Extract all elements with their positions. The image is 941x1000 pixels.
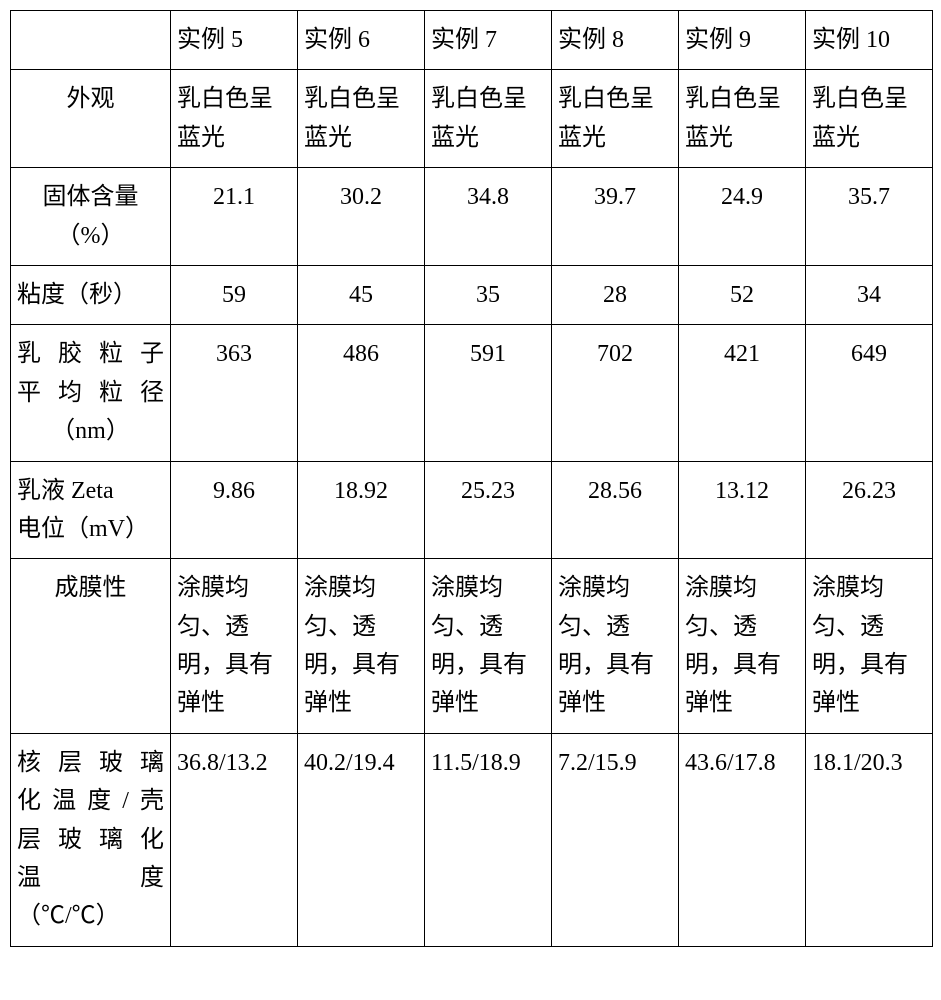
header-col-1: 实例 5 — [171, 11, 298, 70]
value-cell: 乳白色呈蓝光 — [425, 70, 552, 168]
value-cell: 52 — [679, 265, 806, 324]
value-cell: 涂膜均匀、透明，具有弹性 — [552, 559, 679, 734]
value-cell: 486 — [298, 325, 425, 461]
value-cell: 9.86 — [171, 461, 298, 559]
value-cell: 702 — [552, 325, 679, 461]
table-container: 实例 5 实例 6 实例 7 实例 8 实例 9 实例 10 外观 乳白色呈蓝光… — [10, 10, 931, 947]
header-col-2: 实例 6 — [298, 11, 425, 70]
value-cell: 乳白色呈蓝光 — [171, 70, 298, 168]
prop-label: 乳胶粒子 — [17, 335, 164, 373]
value-cell: 24.9 — [679, 168, 806, 266]
value-cell: 11.5/18.9 — [425, 733, 552, 946]
table-row: 成膜性 涂膜均匀、透明，具有弹性 涂膜均匀、透明，具有弹性 涂膜均匀、透明，具有… — [11, 559, 933, 734]
table-row: 乳液 Zeta 电位（mV） 9.86 18.92 25.23 28.56 13… — [11, 461, 933, 559]
table-row: 固体含量 （%） 21.1 30.2 34.8 39.7 24.9 35.7 — [11, 168, 933, 266]
value-cell: 18.92 — [298, 461, 425, 559]
value-cell: 26.23 — [806, 461, 933, 559]
prop-solid-content: 固体含量 （%） — [11, 168, 171, 266]
value-cell: 35.7 — [806, 168, 933, 266]
prop-label: 电位（mV） — [17, 510, 164, 548]
header-col-5: 实例 9 — [679, 11, 806, 70]
value-cell: 涂膜均匀、透明，具有弹性 — [298, 559, 425, 734]
value-cell: 涂膜均匀、透明，具有弹性 — [425, 559, 552, 734]
value-cell: 涂膜均匀、透明，具有弹性 — [806, 559, 933, 734]
prop-unit: （%） — [17, 217, 164, 255]
value-cell: 18.1/20.3 — [806, 733, 933, 946]
value-cell: 421 — [679, 325, 806, 461]
value-cell: 43.6/17.8 — [679, 733, 806, 946]
prop-zeta-potential: 乳液 Zeta 电位（mV） — [11, 461, 171, 559]
header-blank — [11, 11, 171, 70]
value-cell: 28.56 — [552, 461, 679, 559]
prop-tg-temperatures: 核层玻璃 化温度/壳 层玻璃化 温 度 （℃/℃） — [11, 733, 171, 946]
table-row: 核层玻璃 化温度/壳 层玻璃化 温 度 （℃/℃） 36.8/13.2 40.2… — [11, 733, 933, 946]
prop-label: 固体含量 — [17, 178, 164, 216]
value-cell: 25.23 — [425, 461, 552, 559]
prop-unit: （℃/℃） — [17, 897, 164, 935]
value-cell: 21.1 — [171, 168, 298, 266]
table-row: 粘度（秒） 59 45 35 28 52 34 — [11, 265, 933, 324]
value-cell: 乳白色呈蓝光 — [679, 70, 806, 168]
value-cell: 363 — [171, 325, 298, 461]
value-cell: 34.8 — [425, 168, 552, 266]
header-col-3: 实例 7 — [425, 11, 552, 70]
value-cell: 649 — [806, 325, 933, 461]
prop-film-forming: 成膜性 — [11, 559, 171, 734]
value-cell: 36.8/13.2 — [171, 733, 298, 946]
prop-unit: （nm） — [17, 412, 164, 450]
value-cell: 45 — [298, 265, 425, 324]
prop-viscosity: 粘度（秒） — [11, 265, 171, 324]
prop-label: 温 度 — [17, 859, 164, 897]
value-cell: 13.12 — [679, 461, 806, 559]
prop-label: 核层玻璃 — [17, 744, 164, 782]
prop-label: 化温度/壳 — [17, 782, 164, 820]
value-cell: 乳白色呈蓝光 — [552, 70, 679, 168]
value-cell: 34 — [806, 265, 933, 324]
value-cell: 7.2/15.9 — [552, 733, 679, 946]
value-cell: 591 — [425, 325, 552, 461]
prop-label-part: 温 — [17, 859, 41, 897]
header-row: 实例 5 实例 6 实例 7 实例 8 实例 9 实例 10 — [11, 11, 933, 70]
value-cell: 40.2/19.4 — [298, 733, 425, 946]
table-row: 乳胶粒子 平均粒径 （nm） 363 486 591 702 421 649 — [11, 325, 933, 461]
prop-label: 层玻璃化 — [17, 821, 164, 859]
value-cell: 涂膜均匀、透明，具有弹性 — [679, 559, 806, 734]
prop-appearance: 外观 — [11, 70, 171, 168]
value-cell: 35 — [425, 265, 552, 324]
value-cell: 乳白色呈蓝光 — [806, 70, 933, 168]
prop-particle-size: 乳胶粒子 平均粒径 （nm） — [11, 325, 171, 461]
header-col-4: 实例 8 — [552, 11, 679, 70]
data-table: 实例 5 实例 6 实例 7 实例 8 实例 9 实例 10 外观 乳白色呈蓝光… — [10, 10, 933, 947]
prop-label: 乳液 Zeta — [17, 472, 164, 510]
prop-label: 平均粒径 — [17, 374, 164, 412]
value-cell: 涂膜均匀、透明，具有弹性 — [171, 559, 298, 734]
table-row: 外观 乳白色呈蓝光 乳白色呈蓝光 乳白色呈蓝光 乳白色呈蓝光 乳白色呈蓝光 乳白… — [11, 70, 933, 168]
prop-label-part: 度 — [140, 859, 164, 897]
value-cell: 39.7 — [552, 168, 679, 266]
value-cell: 乳白色呈蓝光 — [298, 70, 425, 168]
value-cell: 28 — [552, 265, 679, 324]
value-cell: 59 — [171, 265, 298, 324]
value-cell: 30.2 — [298, 168, 425, 266]
header-col-6: 实例 10 — [806, 11, 933, 70]
